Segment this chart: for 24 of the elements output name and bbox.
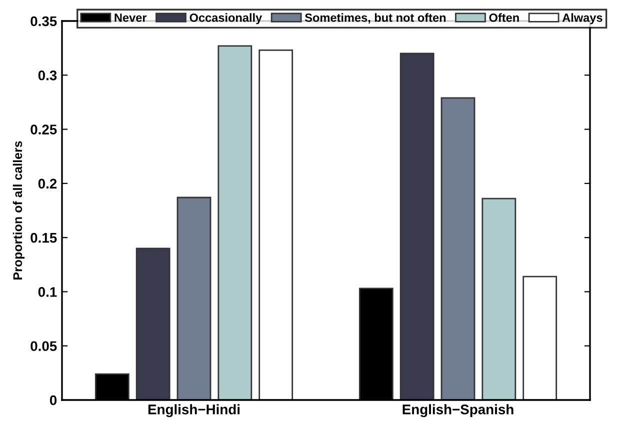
bar [482, 198, 516, 400]
y-tick-label: 0.2 [38, 178, 57, 189]
bar [176, 196, 212, 400]
legend-label: Always [562, 13, 602, 24]
y-axis-title: Proportion of all callers [12, 141, 25, 280]
bar [136, 248, 170, 400]
bar [400, 52, 434, 400]
y-tick-label: 0.15 [30, 232, 57, 243]
y-tick-label: 0.05 [30, 341, 57, 352]
y-tick-label: 0.25 [30, 124, 57, 134]
bar [522, 276, 558, 400]
legend-label: Never [114, 14, 147, 22]
bar [440, 97, 476, 400]
y-tick-label: 0.35 [30, 16, 57, 26]
legend-label: Often [489, 13, 519, 22]
legend-label: Sometimes, but not often [304, 13, 446, 24]
x-tick-label: English−Spanish [402, 404, 514, 418]
bar [258, 50, 294, 400]
bar [218, 45, 252, 400]
legend-label: Occasionally [190, 13, 262, 24]
y-tick-label: 0.3 [38, 70, 57, 80]
y-tick-label: 0 [50, 395, 57, 406]
y-tick-label: 0.1 [38, 287, 57, 297]
x-tick-label: English−Hindi [148, 404, 240, 418]
